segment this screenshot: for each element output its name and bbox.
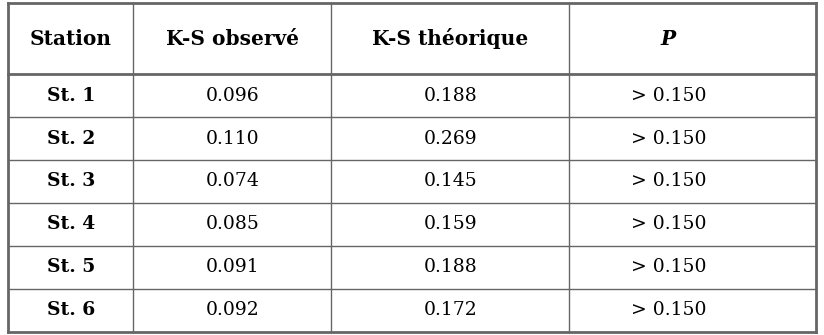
Text: > 0.150: > 0.150: [630, 301, 706, 319]
Text: > 0.150: > 0.150: [630, 87, 706, 105]
Text: P: P: [661, 29, 676, 49]
Text: St. 6: St. 6: [47, 301, 95, 319]
Text: 0.085: 0.085: [205, 215, 260, 233]
Text: 0.159: 0.159: [424, 215, 477, 233]
Text: 0.269: 0.269: [424, 130, 477, 148]
Text: 0.188: 0.188: [424, 258, 477, 276]
Text: St. 5: St. 5: [47, 258, 95, 276]
Text: St. 3: St. 3: [47, 173, 95, 191]
Text: > 0.150: > 0.150: [630, 130, 706, 148]
Text: 0.092: 0.092: [205, 301, 260, 319]
Text: St. 1: St. 1: [47, 87, 95, 105]
Text: > 0.150: > 0.150: [630, 258, 706, 276]
Text: K-S observé: K-S observé: [166, 29, 299, 49]
Text: 0.188: 0.188: [424, 87, 477, 105]
Text: St. 2: St. 2: [47, 130, 95, 148]
Text: Station: Station: [30, 29, 112, 49]
Text: 0.145: 0.145: [424, 173, 477, 191]
Text: K-S théorique: K-S théorique: [372, 28, 528, 49]
Text: 0.172: 0.172: [424, 301, 477, 319]
Text: 0.096: 0.096: [205, 87, 259, 105]
Text: St. 4: St. 4: [47, 215, 95, 233]
Text: > 0.150: > 0.150: [630, 215, 706, 233]
Text: 0.091: 0.091: [205, 258, 259, 276]
Text: 0.110: 0.110: [205, 130, 259, 148]
Text: > 0.150: > 0.150: [630, 173, 706, 191]
Text: 0.074: 0.074: [205, 173, 260, 191]
